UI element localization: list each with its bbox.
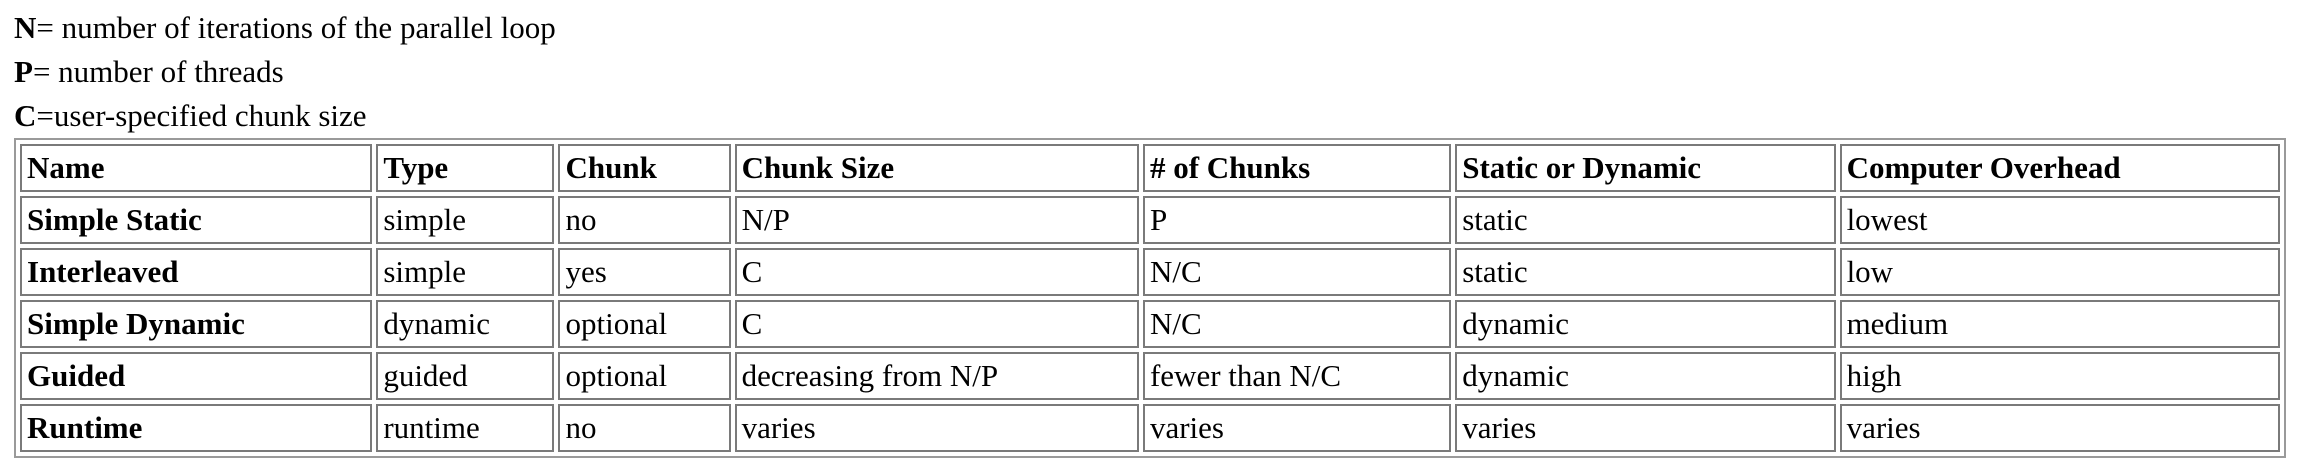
definitions: N= number of iterations of the parallel …: [14, 6, 2288, 138]
table-row: Guided guided optional decreasing from N…: [20, 352, 2280, 400]
table-cell: simple: [376, 196, 555, 244]
table-cell: Guided: [20, 352, 373, 400]
table-cell: no: [558, 196, 731, 244]
definition-c: C=user-specified chunk size: [14, 94, 2288, 138]
table-cell: dynamic: [376, 300, 555, 348]
column-header-static-dynamic: Static or Dynamic: [1455, 144, 1836, 192]
table-cell: high: [1839, 352, 2280, 400]
table-cell: static: [1455, 196, 1836, 244]
column-header-type: Type: [376, 144, 555, 192]
table-cell: dynamic: [1455, 300, 1836, 348]
definition-symbol: N: [14, 10, 37, 45]
table-cell: C: [734, 300, 1139, 348]
column-header-chunk-size: Chunk Size: [734, 144, 1139, 192]
definition-text: = number of threads: [32, 54, 284, 89]
table-cell: fewer than N/C: [1142, 352, 1452, 400]
table-cell: Runtime: [20, 404, 373, 452]
definition-symbol: P: [14, 54, 33, 89]
table-cell: varies: [1455, 404, 1836, 452]
table-row: Runtime runtime no varies varies varies …: [20, 404, 2280, 452]
table-cell: no: [558, 404, 731, 452]
table-cell: N/C: [1142, 300, 1452, 348]
table-row: Interleaved simple yes C N/C static low: [20, 248, 2280, 296]
definition-text: = number of iterations of the parallel l…: [36, 10, 556, 45]
table-row: Simple Static simple no N/P P static low…: [20, 196, 2280, 244]
table-cell: Simple Dynamic: [20, 300, 373, 348]
table-cell: optional: [558, 300, 731, 348]
table-cell: decreasing from N/P: [734, 352, 1139, 400]
table-cell: optional: [558, 352, 731, 400]
table-cell: guided: [376, 352, 555, 400]
table-cell: P: [1142, 196, 1452, 244]
column-header-overhead: Computer Overhead: [1839, 144, 2280, 192]
table-cell: varies: [734, 404, 1139, 452]
table-cell: low: [1839, 248, 2280, 296]
table-cell: static: [1455, 248, 1836, 296]
table-cell: C: [734, 248, 1139, 296]
table-cell: yes: [558, 248, 731, 296]
table-cell: varies: [1839, 404, 2280, 452]
definition-p: P= number of threads: [14, 50, 2288, 94]
table-cell: simple: [376, 248, 555, 296]
table-cell: dynamic: [1455, 352, 1836, 400]
table-cell: varies: [1142, 404, 1452, 452]
definition-symbol: C: [14, 98, 37, 133]
column-header-chunk: Chunk: [558, 144, 731, 192]
table-cell: Simple Static: [20, 196, 373, 244]
table-cell: medium: [1839, 300, 2280, 348]
schedule-table: Name Type Chunk Chunk Size # of Chunks S…: [14, 138, 2286, 458]
column-header-num-chunks: # of Chunks: [1142, 144, 1452, 192]
table-cell: runtime: [376, 404, 555, 452]
definition-text: =user-specified chunk size: [36, 98, 367, 133]
definition-n: N= number of iterations of the parallel …: [14, 6, 2288, 50]
table-cell: lowest: [1839, 196, 2280, 244]
table-cell: N/C: [1142, 248, 1452, 296]
column-header-name: Name: [20, 144, 373, 192]
table-cell: N/P: [734, 196, 1139, 244]
table-cell: Interleaved: [20, 248, 373, 296]
table-header-row: Name Type Chunk Chunk Size # of Chunks S…: [20, 144, 2280, 192]
table-row: Simple Dynamic dynamic optional C N/C dy…: [20, 300, 2280, 348]
